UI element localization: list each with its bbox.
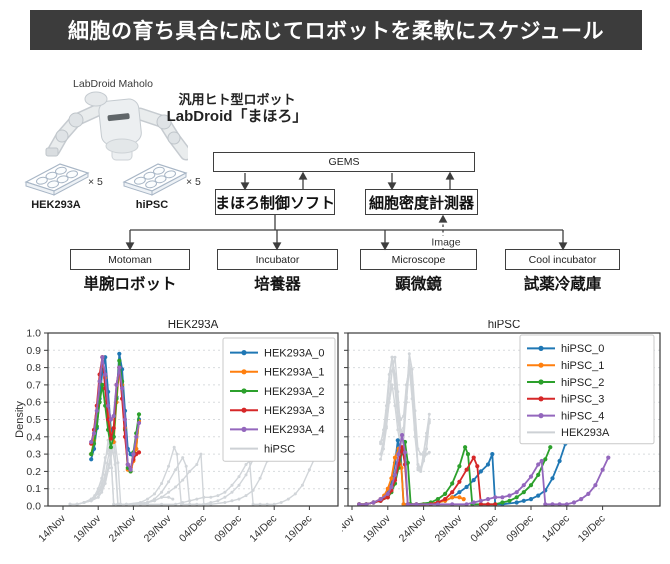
arrow-density-to-gems [445, 171, 455, 180]
plate-hek293a [24, 163, 90, 196]
arrow-to-microscope [380, 242, 390, 251]
arrow-gems-to-control [240, 182, 250, 191]
svg-text:HEK293A_4: HEK293A_4 [264, 424, 325, 436]
plate-hipsc-label: hiPSC [135, 199, 169, 211]
y-axis-ticks: 0.0 0.1 0.2 0.3 0.4 0.5 0.6 0.7 0.8 0.9 1.0 [26, 328, 48, 513]
robot-image [45, 91, 188, 161]
y-axis-ticks [344, 332, 348, 507]
svg-text:19/Dec: 19/Dec [576, 513, 608, 545]
series-HEK293A_4 [89, 355, 142, 472]
svg-text:0.8: 0.8 [26, 362, 41, 374]
image-label-bg [429, 236, 463, 248]
arrow-gems-to-density [387, 182, 397, 191]
image-label: Image [431, 237, 460, 249]
title-bar: 細胞の育ち具合に応じてロボットを柔軟にスケジュール [30, 10, 642, 50]
plate-hek293a-count: × 5 [88, 176, 103, 188]
plate-hek293a-label: HEK293A [31, 199, 81, 211]
robot-base [105, 138, 139, 161]
series-hiPSC_1-bg [68, 447, 175, 506]
chart-svg-hek: 0.00.10.20.30.40.50.60.70.80.91.014/Nov 1… [14, 319, 339, 545]
svg-text:0.0: 0.0 [26, 501, 41, 513]
device-label-reagent-fridge: 試薬冷蔵庫 [523, 276, 602, 293]
svg-text:HEK293A_3: HEK293A_3 [264, 405, 325, 417]
legend: HEK293A_0 HEK293A_1 HEK293A_2 HEK293A_3 HEK2… [222, 337, 336, 462]
svg-text:HEK293A_0: HEK293A_0 [264, 347, 325, 359]
svg-text:1.0: 1.0 [26, 328, 41, 340]
chart-hek293a: 0.0 0.1 0.2 0.3 0.4 0.5 0.6 0.7 0.8 0.9 1.0 14/Nov 1… [14, 319, 340, 562]
plate-wells [133, 166, 177, 189]
series-hiPSC_4 [357, 433, 611, 507]
device-box-microscope: Microscope [360, 249, 477, 270]
svg-text:0.5: 0.5 [26, 414, 41, 426]
plate-wells [35, 166, 79, 189]
y-axis-label: Density [15, 401, 26, 438]
series-hiPSC_1 [357, 446, 466, 507]
svg-text:HEK293A_2: HEK293A_2 [264, 386, 325, 398]
robot-torso [98, 98, 142, 146]
svg-text:19/Nov: 19/Nov [361, 512, 394, 545]
svg-text:24/Nov: 24/Nov [397, 512, 430, 545]
svg-text:14/Nov: 14/Nov [342, 512, 358, 545]
robot-head [84, 91, 108, 107]
robot-heading: 汎用ヒト型ロボット LabDroid「まほろ」 [162, 92, 312, 127]
device-box-cool-incubator: Cool incubator [505, 249, 620, 270]
x-axis-ticks: 14/Nov 19/Nov 24/Nov 29/Nov 04/Dec 09/Dec 14/D… [36, 506, 315, 545]
svg-text:04/Dec: 04/Dec [468, 513, 500, 545]
svg-text:0.6: 0.6 [26, 397, 41, 409]
robot-caption: LabDroid Maholo [73, 78, 153, 90]
svg-text:hiPSC_0: hiPSC_0 [561, 343, 604, 355]
arrow-image-to-density [438, 214, 448, 223]
svg-text:0.3: 0.3 [26, 449, 41, 461]
svg-text:14/Dec: 14/Dec [247, 513, 279, 545]
plate-hipsc [122, 163, 188, 196]
robot-heading-line1: 汎用ヒト型ロボット [178, 92, 296, 107]
svg-text:hiPSC_1: hiPSC_1 [561, 360, 604, 372]
x-axis-ticks: 14/Nov 19/Nov 24/Nov 29/Nov 04/Dec 09/Dec 14/D… [325, 506, 608, 545]
gems-box: GEMS [213, 152, 475, 172]
svg-text:hiPSC_4: hiPSC_4 [561, 410, 604, 422]
svg-text:19/Nov: 19/Nov [71, 512, 104, 545]
svg-text:hiPSC_2: hiPSC_2 [561, 377, 604, 389]
series-HEK293A_4-bg [379, 355, 431, 472]
legend: hiPSC_0 hiPSC_1 hiPSC_2 hiPSC_3 hiPSC_4 HEK29… [519, 334, 655, 445]
svg-text:29/Nov: 29/Nov [142, 512, 175, 545]
robot-right-arm [133, 107, 188, 161]
svg-text:09/Dec: 09/Dec [504, 513, 536, 545]
device-box-incubator: Incubator [217, 249, 338, 270]
chart-hipsc: 14/Nov 19/Nov 24/Nov 29/Nov 04/Dec 09/Dec 14/D… [325, 319, 667, 562]
robot-heading-line2: LabDroid「まほろ」 [166, 108, 308, 126]
svg-text:0.4: 0.4 [26, 431, 41, 443]
chart-title: HEK293A [168, 320, 219, 331]
device-label-single-arm-robot: 単腕ロボット [83, 276, 177, 293]
diagram-connectors: Image [125, 171, 568, 251]
arrow-to-motoman [125, 242, 135, 251]
svg-text:0.1: 0.1 [26, 483, 41, 495]
chart-svg-hipsc: 14/Nov 19/Nov 24/Nov 29/Nov 04/Dec 09/Dec 14/D… [325, 319, 661, 545]
svg-text:04/Dec: 04/Dec [177, 513, 209, 545]
svg-text:14/Nov: 14/Nov [36, 512, 69, 545]
svg-text:HEK293A_1: HEK293A_1 [264, 367, 325, 379]
svg-text:hiPSC: hiPSC [264, 443, 295, 455]
svg-text:09/Dec: 09/Dec [212, 513, 244, 545]
svg-text:HEK293A: HEK293A [561, 427, 610, 439]
svg-text:19/Dec: 19/Dec [283, 513, 315, 545]
svg-text:14/Dec: 14/Dec [540, 513, 572, 545]
maholo-control-box: まほろ制御ソフト [215, 189, 335, 215]
device-label-incubator: 培養器 [254, 276, 301, 293]
svg-text:29/Nov: 29/Nov [433, 512, 466, 545]
robot-left-arm [45, 103, 105, 157]
arrow-control-to-gems [298, 171, 308, 180]
cell-density-meter-box: 細胞密度計測器 [365, 189, 478, 215]
arrow-to-cool-incubator [558, 242, 568, 251]
svg-text:0.7: 0.7 [26, 379, 41, 391]
svg-text:24/Nov: 24/Nov [107, 512, 140, 545]
device-label-microscope: 顕微鏡 [395, 276, 442, 293]
svg-text:0.9: 0.9 [26, 345, 41, 357]
plate-hipsc-count: × 5 [186, 176, 201, 188]
svg-text:hiPSC_3: hiPSC_3 [561, 394, 604, 406]
chart-title: hiPSC [488, 320, 521, 331]
arrow-to-incubator [272, 242, 282, 251]
svg-text:0.2: 0.2 [26, 466, 41, 478]
